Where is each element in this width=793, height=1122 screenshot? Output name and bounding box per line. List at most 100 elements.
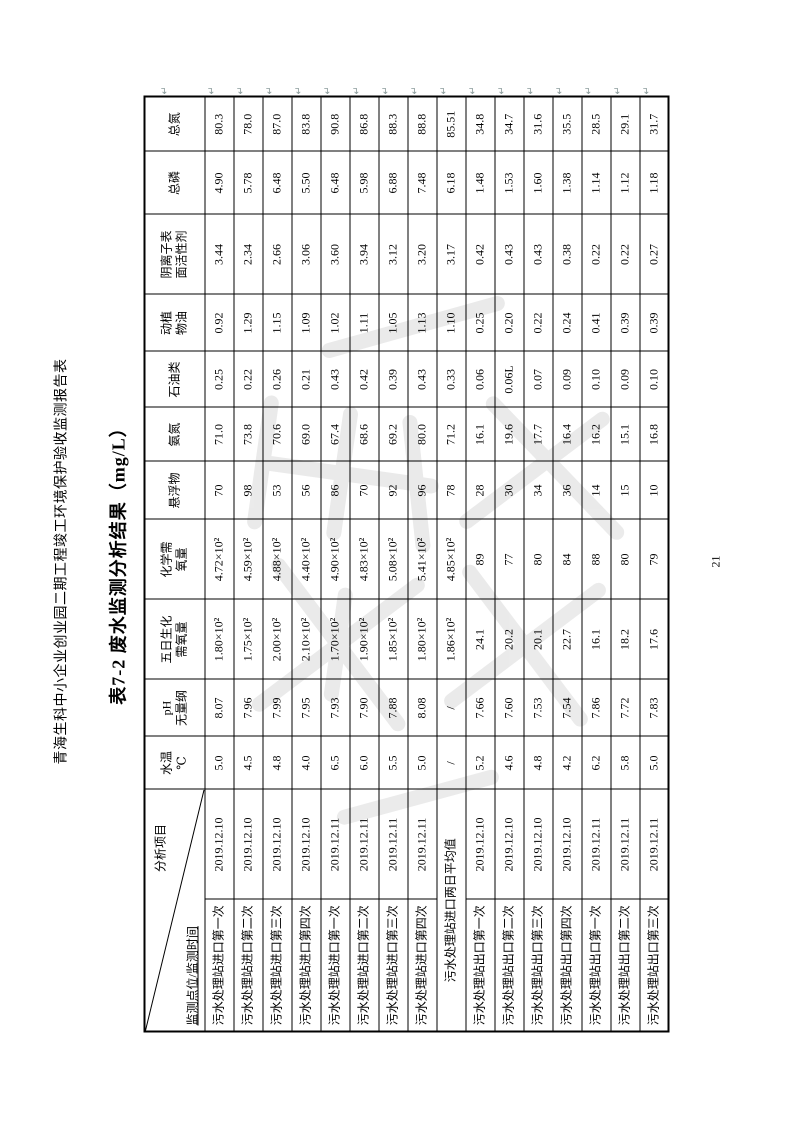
cell-value: 7.93 (320, 679, 349, 736)
cell-value: 7.88 (378, 679, 407, 736)
cell-value: 35.5 (552, 96, 581, 151)
cell-site: 污水处理站进口第一次 (204, 899, 233, 1031)
cell-value: 1.11 (349, 294, 378, 351)
cell-value: 69.0 (291, 407, 320, 461)
cell-value: 86 (320, 461, 349, 519)
cell-value: 7.86 (581, 679, 610, 736)
cell-value: 7.60 (494, 679, 523, 736)
cell-site: 污水处理站进口第四次 (291, 899, 320, 1031)
cell-value: 4.90×10² (320, 519, 349, 599)
cell-value: 80 (610, 519, 639, 599)
table-row: 污水处理站出口第一次 2019.12.10 5.2 7.66 24.1 89 28 16.1 0… (465, 96, 494, 1031)
cell-value: 5.0 (407, 736, 436, 789)
cell-value: 88 (581, 519, 610, 599)
cell-value: 1.15 (262, 294, 291, 351)
table-row: 污水处理站进口第一次 2019.12.11 6.5 7.93 1.70×10² 4.90×… (320, 96, 349, 1031)
cell-value: 89 (465, 519, 494, 599)
cell-value: 0.09 (610, 351, 639, 407)
cell-value: 0.39 (610, 294, 639, 351)
cell-value: 4.6 (494, 736, 523, 789)
cell-site: 污水处理站进口第二次 (233, 899, 262, 1031)
cell-value: 0.25 (204, 351, 233, 407)
cell-site: 污水处理站出口第二次 (610, 899, 639, 1031)
table-title: 表7-2 废水监测分析结果（mg/L） (108, 417, 128, 705)
cell-value: 1.48 (465, 151, 494, 214)
cell-value: 34.7 (494, 96, 523, 151)
cell-value: 4.8 (262, 736, 291, 789)
cell-value: 8.08 (407, 679, 436, 736)
paragraph-mark-icon: ↵ (409, 85, 420, 94)
cell-value: 0.22 (523, 294, 552, 351)
cell-site: 污水处理站出口第四次 (552, 899, 581, 1031)
cell-value: 16.8 (639, 407, 668, 461)
cell-value: 96 (407, 461, 436, 519)
cell-value: 5.41×10² (407, 519, 436, 599)
cell-value: 1.80×10² (204, 599, 233, 679)
cell-value: 1.85×10² (378, 599, 407, 679)
paragraph-mark-icon: ↵ (206, 85, 217, 94)
cell-date: 2019.12.11 (610, 789, 639, 899)
cell-value: 84 (552, 519, 581, 599)
cell-value: 1.53 (494, 151, 523, 214)
cell-value: 2.66 (262, 214, 291, 294)
column-header: 总磷 (144, 151, 204, 214)
cell-value: 15 (610, 461, 639, 519)
paragraph-mark-icon: ↵ (641, 85, 652, 94)
cell-value: 6.2 (581, 736, 610, 789)
column-header: 悬浮物 (144, 461, 204, 519)
paragraph-mark-icon: ↵ (293, 85, 304, 94)
cell-value: 2.10×10² (291, 599, 320, 679)
cell-value: 4.59×10² (233, 519, 262, 599)
cell-value: 0.39 (378, 351, 407, 407)
table-row: 污水处理站出口第三次 2019.12.10 4.8 7.53 20.1 80 34 17.7 0… (523, 96, 552, 1031)
column-header: 总氮 (144, 96, 204, 151)
cell-date: 2019.12.10 (465, 789, 494, 899)
table-row: 污水处理站出口第二次 2019.12.11 5.8 7.72 18.2 80 15 15.1 0… (610, 96, 639, 1031)
cell-value: 0.43 (494, 214, 523, 294)
cell-value: 7.95 (291, 679, 320, 736)
cell-value: 79 (639, 519, 668, 599)
cell-value: 69.2 (378, 407, 407, 461)
cell-value: 71.2 (436, 407, 465, 461)
cell-value: 30 (494, 461, 523, 519)
column-header: 动植 物油 (144, 294, 204, 351)
cell-value: 6.88 (378, 151, 407, 214)
cell-value: 1.90×10² (349, 599, 378, 679)
cell-value: 85.51 (436, 96, 465, 151)
cell-value: 3.20 (407, 214, 436, 294)
cell-value: 0.24 (552, 294, 581, 351)
cell-value: 18.2 (610, 599, 639, 679)
table-row: 污水处理站出口第三次 2019.12.11 5.0 7.83 17.6 79 10 16.8 0… (639, 96, 668, 1031)
cell-value: 4.88×10² (262, 519, 291, 599)
cell-value: 0.39 (639, 294, 668, 351)
cell-value: 0.06 (465, 351, 494, 407)
cell-site: 污水处理站进口第三次 (262, 899, 291, 1031)
cell-value: 15.1 (610, 407, 639, 461)
cell-value: 1.70×10² (320, 599, 349, 679)
cell-value: 0.38 (552, 214, 581, 294)
paragraph-mark-icon: ↵ (322, 85, 333, 94)
cell-value: 6.5 (320, 736, 349, 789)
diagonal-header-cell: 分析项目 监测点位/监测时间 (144, 789, 204, 1031)
paragraph-mark-icon: ↵ (159, 85, 170, 94)
cell-value: 36 (552, 461, 581, 519)
cell-value: 87.0 (262, 96, 291, 151)
cell-site: 污水处理站出口第三次 (523, 899, 552, 1031)
cell-value: 3.60 (320, 214, 349, 294)
cell-date: 2019.12.11 (639, 789, 668, 899)
column-header: pH 无量纲 (144, 679, 204, 736)
cell-date: 2019.12.10 (552, 789, 581, 899)
cell-value: 24.1 (465, 599, 494, 679)
cell-value: 28.5 (581, 96, 610, 151)
table-row: 污水处理站进口第一次 2019.12.10 5.0 8.07 1.80×10² 4.72×… (204, 96, 233, 1031)
table-row: 污水处理站进口第二次 2019.12.10 4.5 7.96 1.75×10² 4.59×… (233, 96, 262, 1031)
column-header: 化学需 氧量 (144, 519, 204, 599)
cell-date: 2019.12.11 (378, 789, 407, 899)
cell-value: 78.0 (233, 96, 262, 151)
cell-date: 2019.12.11 (349, 789, 378, 899)
cell-value: 98 (233, 461, 262, 519)
cell-value: 5.98 (349, 151, 378, 214)
cell-value: 0.22 (233, 351, 262, 407)
